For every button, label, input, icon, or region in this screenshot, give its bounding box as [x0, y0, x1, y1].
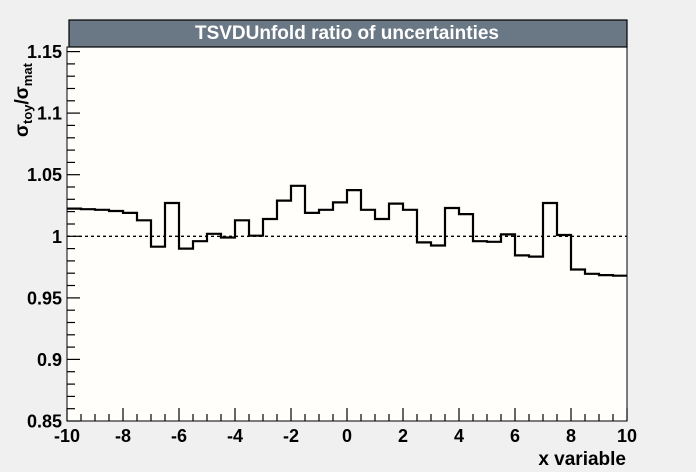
x-tick-label: -10: [54, 426, 80, 446]
x-tick-label: 2: [398, 426, 408, 446]
y-tick-label: 1.15: [27, 42, 62, 62]
x-tick-label: -2: [283, 426, 299, 446]
y-tick-label: 0.95: [27, 288, 62, 308]
title-bar: [68, 19, 628, 48]
x-tick-label: -4: [227, 426, 243, 446]
plot-frame: [66, 46, 628, 422]
x-tick-label: 6: [510, 426, 520, 446]
histogram-line: [67, 184, 627, 277]
y-tick-label: 1: [52, 227, 62, 247]
y-tick-label: 0.85: [27, 412, 62, 432]
x-tick-label: 8: [566, 426, 576, 446]
x-tick-label: -8: [115, 426, 131, 446]
x-tick-label: -6: [171, 426, 187, 446]
y-axis-title: σtoy/σmat: [12, 62, 35, 137]
y-tick-label: 0.9: [37, 350, 62, 370]
x-tick-label: 0: [342, 426, 352, 446]
x-tick-label: 10: [617, 426, 637, 446]
y-tick-label: 1.05: [27, 165, 62, 185]
x-tick-label: 4: [454, 426, 464, 446]
x-axis-title: x variable: [538, 449, 626, 470]
chart-title: TSVDUnfold ratio of uncertainties: [195, 23, 499, 44]
y-tick-label: 1.1: [37, 104, 62, 124]
